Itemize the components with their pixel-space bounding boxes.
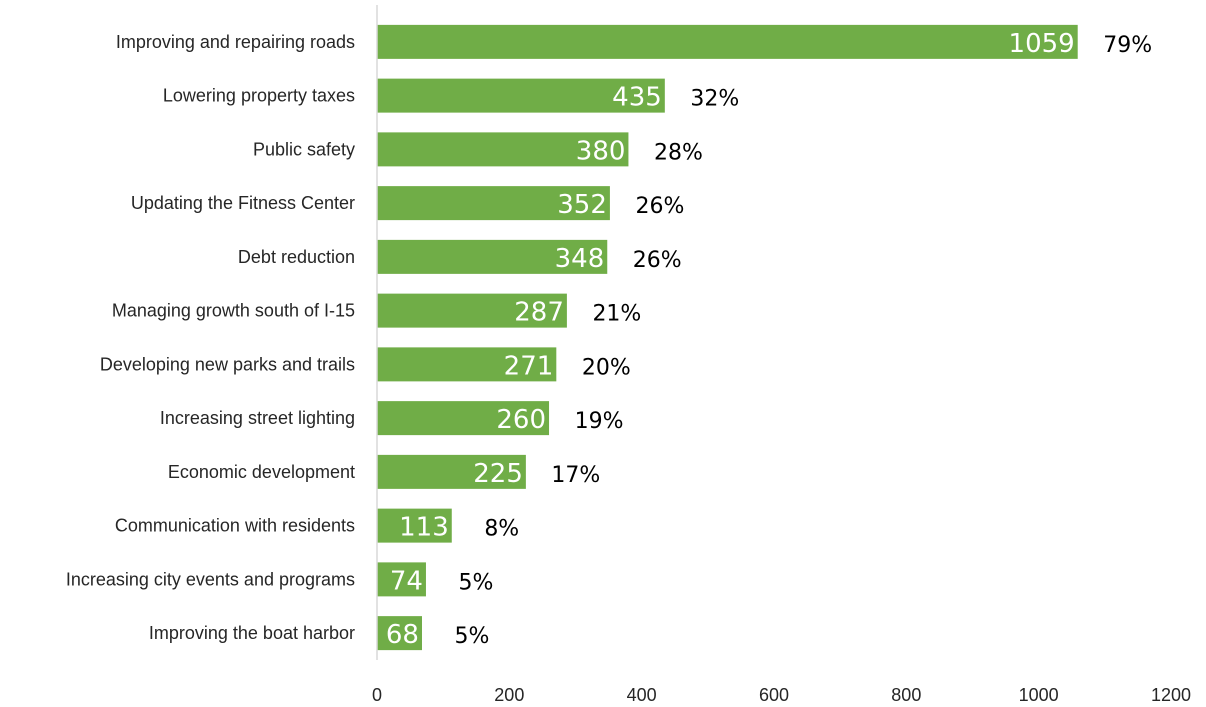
x-tick-label: 0 xyxy=(372,685,382,705)
value-label: 68 xyxy=(386,620,419,650)
value-label: 271 xyxy=(504,351,554,381)
category-label: Increasing street lighting xyxy=(160,408,355,428)
bar xyxy=(377,293,567,328)
bar xyxy=(377,347,557,382)
value-label: 348 xyxy=(555,244,605,274)
category-label: Economic development xyxy=(168,462,355,482)
bar xyxy=(377,616,422,651)
bars-group xyxy=(377,24,1078,651)
x-tick-label: 1000 xyxy=(1019,685,1059,705)
x-tick-label: 600 xyxy=(759,685,789,705)
category-label: Managing growth south of I-15 xyxy=(112,301,355,321)
percent-label: 5% xyxy=(455,624,490,649)
bar xyxy=(377,454,526,489)
percent-label: 32% xyxy=(690,87,739,112)
percent-label: 26% xyxy=(633,248,682,273)
category-label: Developing new parks and trails xyxy=(100,354,355,374)
percent-label: 17% xyxy=(551,463,600,488)
bar xyxy=(377,24,1078,59)
category-label: Increasing city events and programs xyxy=(66,569,355,589)
value-labels-group: 1059 435 380 352 348 287 271 260 225 113 74 68 xyxy=(386,29,1075,650)
category-label: Debt reduction xyxy=(238,247,355,267)
value-label: 435 xyxy=(612,83,662,113)
percent-label: 20% xyxy=(582,355,631,380)
category-label: Improving the boat harbor xyxy=(149,623,355,643)
bar xyxy=(377,562,426,597)
x-tick-label: 800 xyxy=(891,685,921,705)
category-label: Improving and repairing roads xyxy=(116,32,355,52)
category-label: Updating the Fitness Center xyxy=(131,193,355,213)
percent-label: 79% xyxy=(1103,33,1152,58)
percent-labels-group: 79% 32% 28% 26% 26% 21% 20% 19% 17% 8% 5% 5% xyxy=(455,33,1153,649)
category-label: Lowering property taxes xyxy=(163,86,355,106)
bar xyxy=(377,508,452,543)
value-label: 225 xyxy=(473,459,523,489)
bar xyxy=(377,401,550,436)
value-label: 260 xyxy=(496,405,546,435)
x-tick-label: 200 xyxy=(494,685,524,705)
value-label: 380 xyxy=(576,136,626,166)
x-tick-label: 1200 xyxy=(1151,685,1191,705)
category-labels-group: Improving and repairing roads Lowering pr… xyxy=(66,32,355,643)
bar xyxy=(377,132,629,167)
x-tick-label: 400 xyxy=(627,685,657,705)
value-label: 74 xyxy=(390,566,423,596)
percent-label: 19% xyxy=(575,409,624,434)
percent-label: 26% xyxy=(635,194,684,219)
value-label: 287 xyxy=(514,298,564,328)
bar xyxy=(377,186,610,221)
bar xyxy=(377,239,608,274)
percent-label: 28% xyxy=(654,140,703,165)
percent-label: 5% xyxy=(459,570,494,595)
x-tick-labels-group: 0 200 400 600 800 1000 1200 xyxy=(372,685,1191,705)
value-label: 1059 xyxy=(1009,29,1075,59)
category-label: Public safety xyxy=(253,139,355,159)
percent-label: 8% xyxy=(484,517,519,542)
bar xyxy=(377,78,665,113)
value-label: 113 xyxy=(399,513,449,543)
category-label: Communication with residents xyxy=(115,516,355,536)
value-label: 352 xyxy=(557,190,607,220)
percent-label: 21% xyxy=(592,302,641,327)
